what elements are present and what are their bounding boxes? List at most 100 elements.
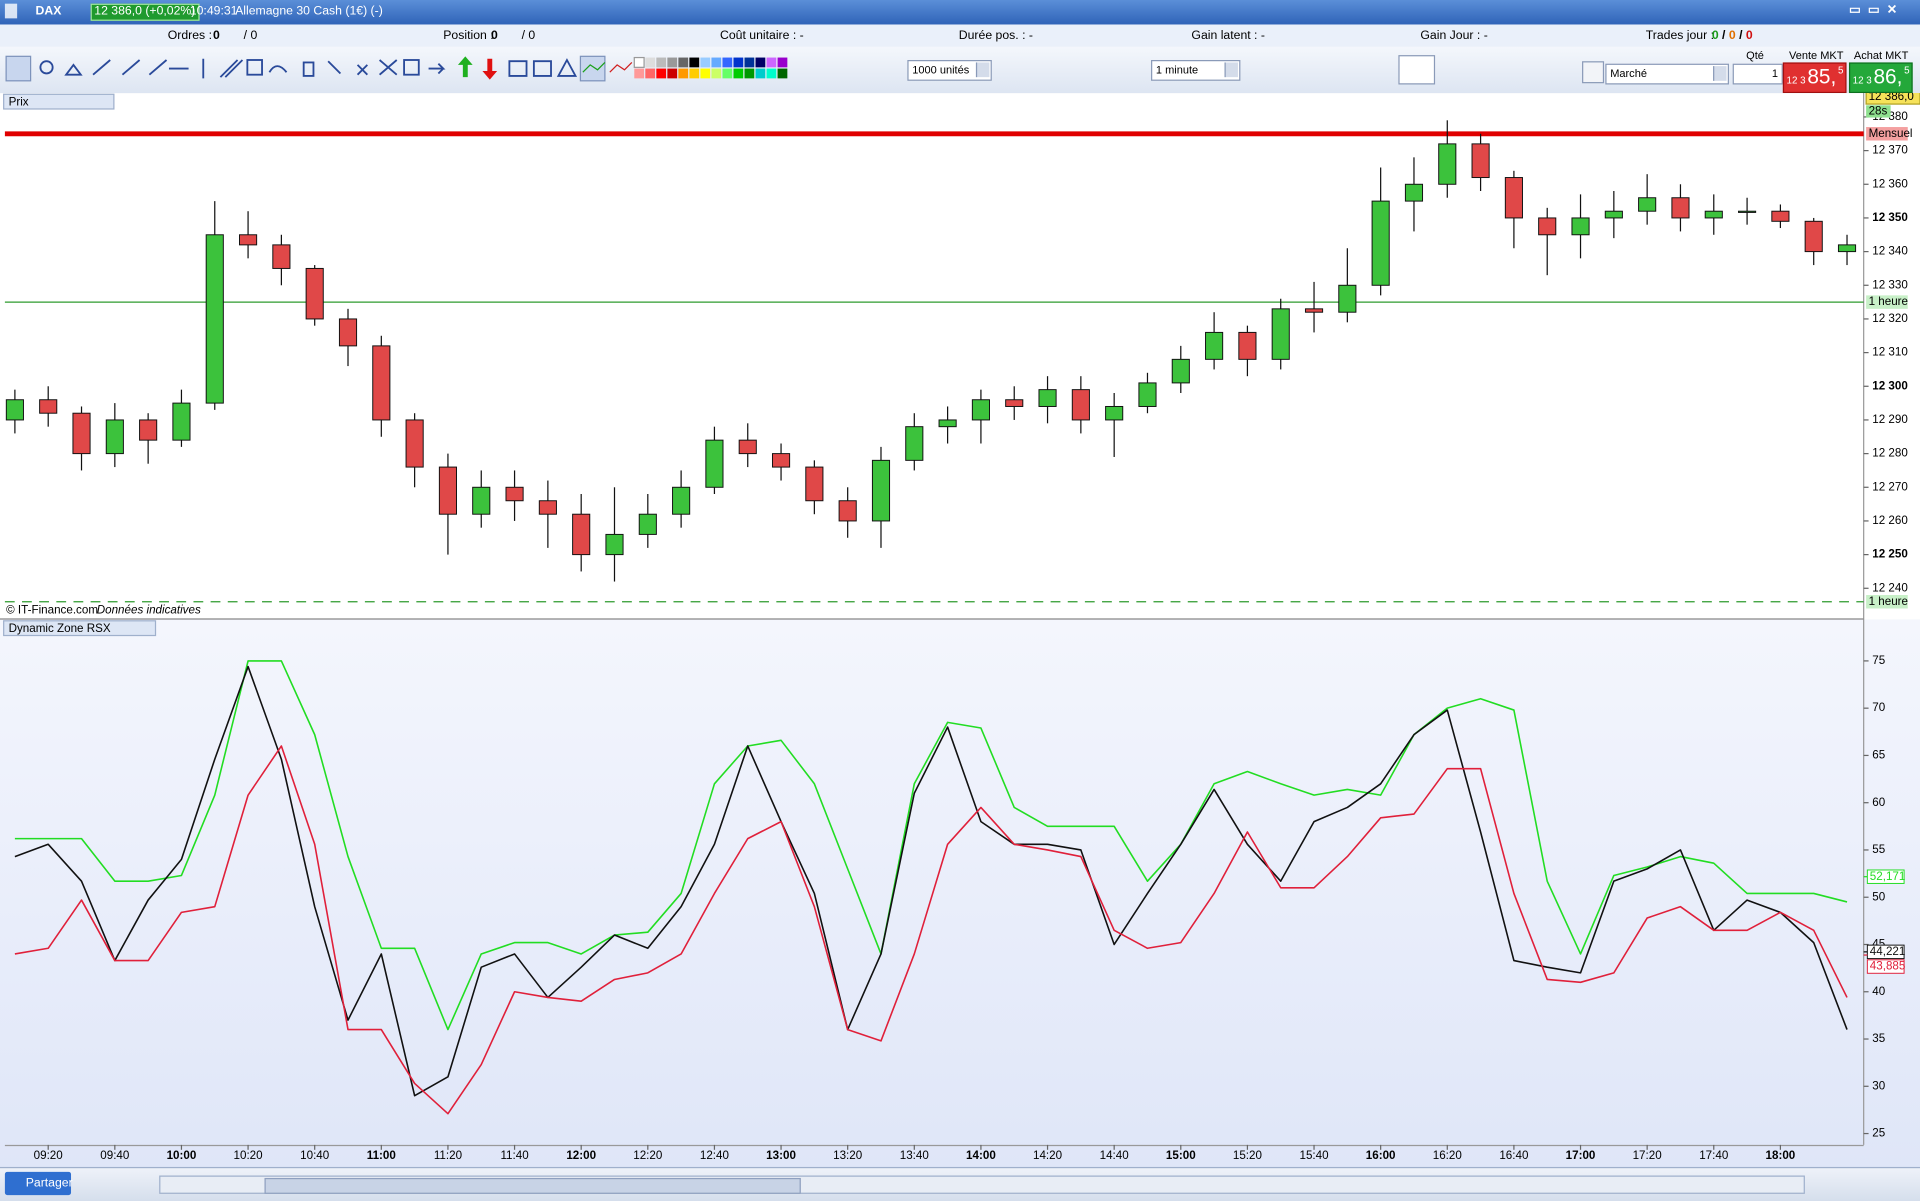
x-tick-label: 17:40 (1699, 1149, 1729, 1162)
sell-button[interactable]: 12 3 85, 5 (1782, 62, 1847, 94)
panel-title: Dynamic Zone RSX (9, 622, 111, 635)
level-label: Mensuel (1869, 127, 1913, 140)
trades-lost: 0 (1745, 29, 1753, 43)
candle-body (705, 439, 724, 488)
day-gain: Gain Jour : - (1420, 29, 1488, 43)
trades-even: 0 (1728, 29, 1736, 43)
candle-body (1804, 220, 1823, 253)
rsx-line (14, 745, 1848, 1115)
x-tick-label: 16:00 (1366, 1149, 1396, 1162)
position: 0 (491, 29, 498, 43)
candle-body (805, 466, 824, 502)
candle-body (905, 426, 924, 461)
dropdown-arrow (1224, 62, 1238, 78)
qty-input[interactable]: 1 (1732, 63, 1783, 85)
sell-label: Vente MKT (1788, 48, 1844, 62)
quantity-select[interactable]: 1000 unités (907, 60, 992, 81)
scroll-thumb[interactable] (264, 1177, 801, 1194)
share: Partager (25, 1176, 73, 1191)
candle-body (1338, 284, 1357, 313)
x-tick-label: 13:20 (833, 1149, 863, 1162)
settings-button[interactable] (1582, 61, 1605, 84)
separator: / (1739, 29, 1743, 43)
latent-gain: Gain latent : - (1191, 29, 1265, 43)
candle-body (338, 318, 358, 347)
order-type-select[interactable]: Marché (1605, 63, 1729, 85)
y-tick-label: 35 (1872, 1032, 1885, 1045)
app-icon (4, 3, 18, 19)
candle-body (1071, 389, 1090, 421)
instrument: Allemagne 30 Cash (1€) (-) (235, 4, 383, 19)
candle-body (1471, 143, 1490, 179)
window-controls[interactable]: ▭▭✕ (1848, 3, 1905, 18)
candle-body (1837, 244, 1857, 253)
candle-body (838, 500, 857, 522)
title-bar: DAX 12 386,0 (+0,02%) 10:49:31 Allemagne… (0, 0, 1920, 25)
chart-type-button[interactable] (1398, 55, 1436, 85)
x-tick-label: 17:00 (1566, 1149, 1596, 1162)
candle-body (1571, 217, 1590, 236)
position-label: Position : (443, 29, 494, 43)
candle-body (1371, 200, 1390, 286)
drawing-tools[interactable] (5, 55, 801, 84)
sell-big: 85, (1807, 64, 1837, 89)
candle-body (871, 459, 891, 522)
y-tick-label: 75 (1872, 654, 1885, 667)
interval-select[interactable]: 1 minute (1151, 60, 1241, 81)
separator: / (1722, 29, 1726, 43)
candle-body (39, 399, 58, 414)
quote: 12 386,0 (+0,02%) (90, 3, 200, 21)
level-tag (1866, 127, 1908, 141)
level-label: 1 heure (1869, 295, 1908, 308)
trades-label: Trades jour : (1645, 29, 1714, 43)
toolbar: 1000 unités 1 minute Marché Qté 1 Vente … (0, 46, 1920, 95)
candle-body (605, 533, 624, 556)
sell-sup: 5 (1837, 64, 1844, 76)
candle-body (1771, 210, 1790, 222)
candle-body (105, 419, 124, 455)
candle-body (1438, 143, 1457, 185)
x-tick-label: 11:40 (500, 1149, 529, 1162)
y-tick-label: 12 260 (1872, 514, 1908, 527)
scrollbar[interactable] (159, 1175, 1805, 1194)
orders-label: Ordres : (167, 29, 212, 43)
symbol[interactable]: DAX (35, 4, 62, 19)
sell-prefix: 12 3 (1786, 74, 1806, 86)
panel-tab[interactable] (3, 93, 115, 110)
last-value-tag (1866, 944, 1905, 960)
candle-body (372, 345, 391, 421)
x-tick-label: 12:40 (700, 1149, 730, 1162)
unit-cost: Coût unitaire : - (720, 29, 804, 43)
x-tick-label: 15:20 (1233, 1149, 1263, 1162)
y-tick-label: 70 (1872, 701, 1885, 714)
candle-body (638, 513, 657, 535)
candle-body (472, 486, 491, 515)
price-panel (0, 93, 1920, 620)
candle-body (572, 513, 591, 556)
clock: 10:49:31 (189, 4, 238, 19)
y-tick-label: 25 (1872, 1127, 1885, 1140)
candle-body (1171, 358, 1190, 384)
y-tick-label: 12 360 (1872, 177, 1908, 190)
x-tick-label: 10:40 (300, 1149, 330, 1162)
candle-body (1138, 382, 1157, 407)
rsx-line (14, 660, 1848, 1031)
position-total: / 0 (521, 29, 536, 43)
y-tick-label: 60 (1872, 796, 1885, 809)
panel-tab[interactable] (3, 620, 157, 637)
candle-body (938, 419, 957, 428)
note: Données indicatives (97, 603, 201, 616)
duration: Durée pos. : - (958, 29, 1033, 43)
current-price-tag (1865, 93, 1920, 105)
last-value: 44,221 (1870, 945, 1906, 958)
y-tick-label: 12 270 (1872, 480, 1908, 493)
y-tick-label: 50 (1872, 890, 1885, 903)
share-button[interactable]: Partager (4, 1171, 73, 1196)
buy-button[interactable]: 12 3 86, 5 (1848, 62, 1913, 94)
y-tick-label: 12 240 (1872, 581, 1908, 594)
candle-body (1604, 210, 1623, 219)
x-tick-label: 09:20 (34, 1149, 64, 1162)
last-value: 52,171 (1870, 870, 1906, 883)
panel-title: Prix (9, 95, 29, 108)
